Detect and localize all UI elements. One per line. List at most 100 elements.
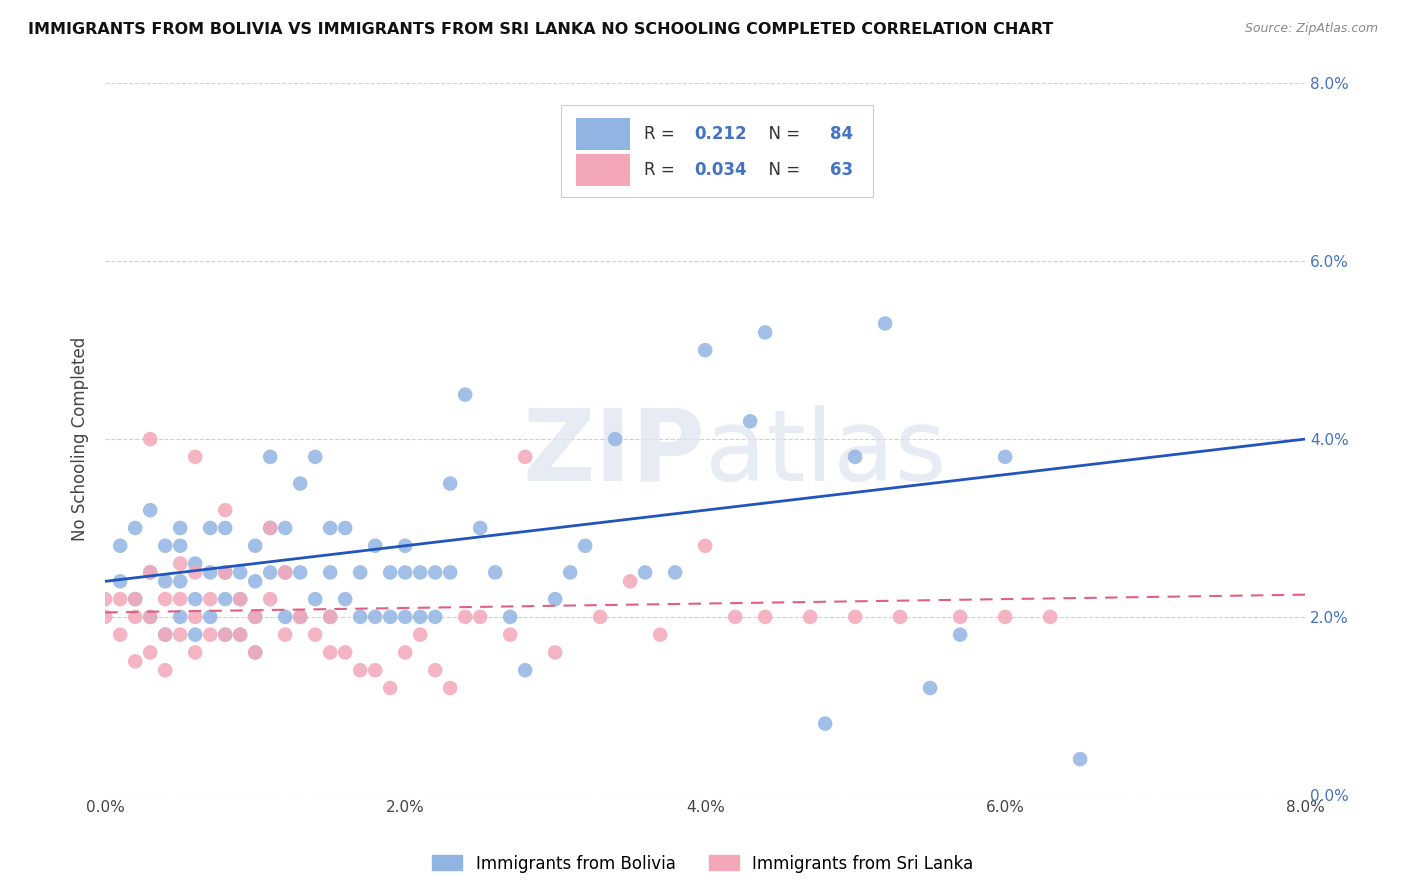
Point	[814, 716, 837, 731]
Text: N =: N =	[758, 161, 806, 179]
Point	[200, 628, 222, 642]
Point	[470, 610, 492, 624]
Point	[259, 521, 281, 535]
Point	[920, 681, 942, 695]
Point	[124, 654, 146, 668]
Point	[364, 663, 387, 677]
Point	[245, 574, 267, 589]
Point	[200, 566, 222, 580]
Point	[394, 610, 416, 624]
Text: atlas: atlas	[706, 405, 946, 502]
Point	[274, 566, 297, 580]
Point	[454, 610, 477, 624]
Point	[259, 592, 281, 607]
Point	[425, 610, 447, 624]
Point	[169, 628, 191, 642]
Point	[139, 610, 162, 624]
Point	[274, 610, 297, 624]
Point	[380, 681, 402, 695]
Point	[124, 592, 146, 607]
Text: IMMIGRANTS FROM BOLIVIA VS IMMIGRANTS FROM SRI LANKA NO SCHOOLING COMPLETED CORR: IMMIGRANTS FROM BOLIVIA VS IMMIGRANTS FR…	[28, 22, 1053, 37]
Point	[319, 566, 342, 580]
Point	[214, 628, 236, 642]
Point	[394, 566, 416, 580]
Point	[139, 432, 162, 446]
Text: 0.212: 0.212	[695, 125, 747, 144]
Point	[214, 566, 236, 580]
Point	[245, 539, 267, 553]
Point	[124, 592, 146, 607]
Point	[139, 566, 162, 580]
Point	[574, 539, 596, 553]
Point	[349, 610, 371, 624]
Point	[184, 628, 207, 642]
Point	[439, 476, 461, 491]
Point	[155, 592, 177, 607]
Point	[875, 317, 897, 331]
Point	[1069, 752, 1091, 766]
Point	[380, 566, 402, 580]
Point	[799, 610, 821, 624]
Point	[290, 476, 312, 491]
Point	[259, 521, 281, 535]
Point	[844, 610, 866, 624]
Text: 0.034: 0.034	[695, 161, 747, 179]
Bar	[575, 119, 630, 150]
Point	[200, 521, 222, 535]
Point	[229, 566, 252, 580]
Point	[245, 610, 267, 624]
Point	[589, 610, 612, 624]
Point	[364, 539, 387, 553]
Point	[544, 645, 567, 659]
Point	[245, 610, 267, 624]
Point	[394, 645, 416, 659]
Point	[290, 610, 312, 624]
Point	[124, 610, 146, 624]
Point	[214, 566, 236, 580]
Point	[994, 450, 1017, 464]
Point	[155, 628, 177, 642]
Point	[139, 645, 162, 659]
Point	[214, 592, 236, 607]
Point	[245, 645, 267, 659]
Text: ZIP: ZIP	[522, 405, 706, 502]
Point	[155, 539, 177, 553]
Point	[304, 628, 326, 642]
Point	[994, 610, 1017, 624]
Point	[155, 628, 177, 642]
Point	[139, 503, 162, 517]
Point	[155, 663, 177, 677]
Bar	[575, 153, 630, 186]
Point	[499, 610, 522, 624]
Point	[394, 539, 416, 553]
Point	[409, 628, 432, 642]
Point	[319, 610, 342, 624]
Point	[544, 592, 567, 607]
Point	[184, 610, 207, 624]
Point	[754, 610, 776, 624]
Point	[425, 663, 447, 677]
Point	[259, 450, 281, 464]
Point	[139, 610, 162, 624]
Point	[695, 539, 717, 553]
Point	[740, 414, 762, 428]
Point	[949, 610, 972, 624]
Legend: Immigrants from Bolivia, Immigrants from Sri Lanka: Immigrants from Bolivia, Immigrants from…	[426, 848, 980, 880]
Text: N =: N =	[758, 125, 806, 144]
Point	[304, 450, 326, 464]
Point	[108, 574, 131, 589]
Point	[139, 566, 162, 580]
Point	[108, 539, 131, 553]
Point	[425, 566, 447, 580]
Point	[335, 645, 357, 659]
Point	[499, 628, 522, 642]
Point	[229, 628, 252, 642]
Point	[754, 326, 776, 340]
Point	[605, 432, 627, 446]
Point	[695, 343, 717, 358]
Point	[949, 628, 972, 642]
Point	[184, 566, 207, 580]
Point	[409, 566, 432, 580]
Text: R =: R =	[644, 125, 681, 144]
Point	[319, 521, 342, 535]
